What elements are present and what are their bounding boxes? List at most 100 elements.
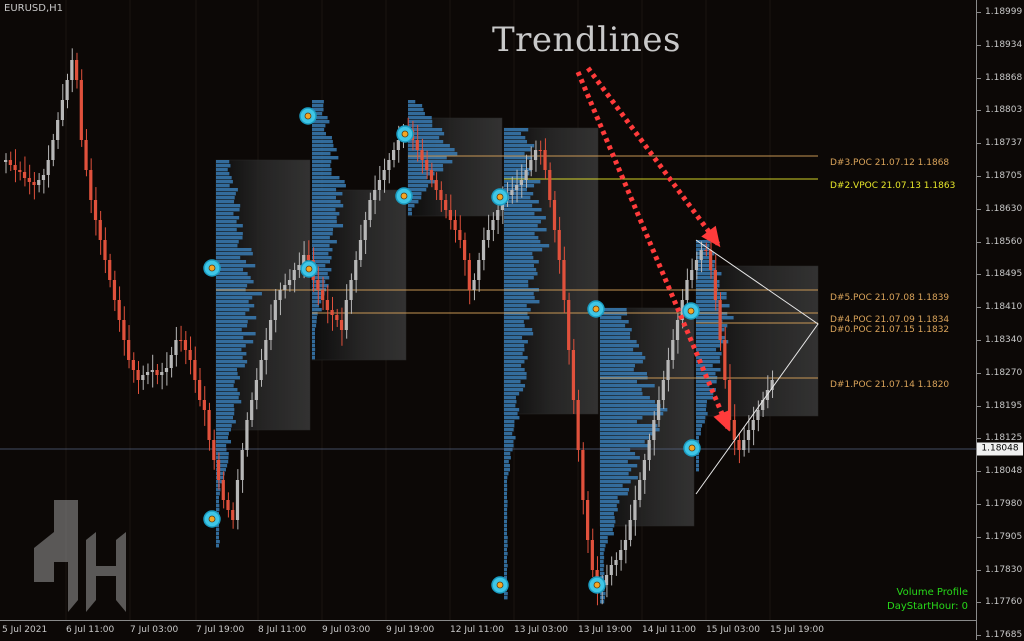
volume-profile-bar xyxy=(600,560,604,564)
volume-profile-bar xyxy=(600,436,651,440)
volume-profile-bar xyxy=(504,336,523,340)
volume-profile-bar xyxy=(504,328,533,332)
volume-profile-bar xyxy=(600,512,614,516)
volume-profile-bar xyxy=(600,488,630,492)
volume-profile-bar xyxy=(504,352,523,356)
volume-profile-bar xyxy=(216,320,248,324)
candle-body xyxy=(543,150,547,170)
volume-profile-bar xyxy=(216,224,243,228)
volume-profile-bar xyxy=(504,320,524,324)
candle-body xyxy=(245,420,249,450)
volume-profile-bar xyxy=(312,164,331,168)
volume-profile-bar xyxy=(696,348,717,352)
volume-profile-bar xyxy=(600,508,618,512)
candle-body xyxy=(27,178,31,182)
indicator-param: DayStartHour: 0 xyxy=(887,601,968,612)
volume-profile-bar xyxy=(216,164,231,168)
volume-profile-bar xyxy=(408,120,433,124)
candle-body xyxy=(737,440,741,450)
volume-profile-bar xyxy=(216,196,235,200)
candle-body xyxy=(193,360,197,380)
volume-profile-bar xyxy=(504,192,534,196)
volume-profile-bar xyxy=(600,400,655,404)
volume-profile-bar xyxy=(504,420,515,424)
volume-profile-bar xyxy=(312,312,318,316)
volume-profile-bar xyxy=(504,444,514,448)
volume-profile-bar xyxy=(312,156,339,160)
candle-body xyxy=(377,180,382,190)
candle-body xyxy=(174,340,178,355)
volume-profile-bar xyxy=(408,172,435,176)
volume-profile-bar xyxy=(216,280,254,284)
volume-profile-bar xyxy=(216,260,247,264)
candle-body xyxy=(268,320,273,340)
volume-profile-bar xyxy=(408,188,427,192)
volume-profile-bar xyxy=(600,492,628,496)
volume-profile-bar xyxy=(312,268,332,272)
volume-profile-bar xyxy=(216,404,234,408)
volume-profile-bar xyxy=(600,428,660,432)
volume-profile-bar xyxy=(312,152,331,156)
volume-profile-bar xyxy=(600,352,643,356)
volume-profile-bar xyxy=(696,260,716,264)
candle-body xyxy=(586,500,590,540)
volume-profile-bar xyxy=(696,336,726,340)
candle-body xyxy=(675,320,680,340)
volume-profile-bar xyxy=(696,456,699,460)
volume-profile-bar xyxy=(504,268,537,272)
price-tick-label: 1.18705 xyxy=(976,171,1023,181)
volume-profile-bar xyxy=(312,316,317,320)
candle-body xyxy=(373,190,377,200)
price-axis[interactable]: 1.18999 1.18934 1.18868 1.18803 1.18737 1.187… xyxy=(976,0,1024,640)
volume-profile-bar xyxy=(504,220,541,224)
volume-profile-bar xyxy=(216,500,219,504)
candle-body xyxy=(141,375,145,380)
volume-profile-bar xyxy=(216,228,237,232)
candle-body xyxy=(444,200,448,210)
volume-profile-bar xyxy=(216,488,221,492)
time-axis[interactable]: 5 Jul 2021 6 Jul 11:00 7 Jul 03:00 7 Jul 19… xyxy=(0,620,976,641)
volume-profile-bar xyxy=(504,364,522,368)
volume-profile-bar xyxy=(504,436,516,440)
volume-profile-bar xyxy=(600,448,631,452)
volume-profile-bar xyxy=(216,504,220,508)
volume-profile-bar xyxy=(216,420,236,424)
volume-profile-bar xyxy=(504,468,510,472)
candle-body xyxy=(84,140,88,170)
candle-body xyxy=(349,280,353,300)
volume-profile-bar xyxy=(408,136,440,140)
candle-body xyxy=(13,165,17,170)
volume-profile-bar xyxy=(696,276,714,280)
volume-profile-bar xyxy=(408,208,412,212)
candle-body xyxy=(524,170,528,180)
volume-profile-bar xyxy=(600,416,643,420)
plot-area[interactable] xyxy=(0,0,976,620)
candle-body xyxy=(283,285,287,290)
candle-body xyxy=(477,260,481,280)
volume-profile-bar xyxy=(504,592,508,596)
time-tick-label: 5 Jul 2021 xyxy=(2,625,48,635)
candle-body xyxy=(316,280,320,290)
volume-profile-bar xyxy=(216,496,219,500)
candle-body xyxy=(41,175,46,180)
candle-body xyxy=(434,180,438,190)
volume-profile-bar xyxy=(312,232,333,236)
candle-body xyxy=(278,290,282,300)
volume-profile-bar xyxy=(600,316,622,320)
volume-profile-bar xyxy=(600,516,615,520)
candle-body xyxy=(188,350,192,360)
volume-profile-bar xyxy=(504,488,508,492)
volume-profile-bar xyxy=(600,528,613,532)
volume-profile-bar xyxy=(600,552,604,556)
volume-profile-bar xyxy=(600,440,645,444)
poc-label: D#0.POC 21.07.15 1.1832 xyxy=(830,325,950,335)
candle-body xyxy=(93,200,98,220)
volume-profile-bar xyxy=(504,284,529,288)
candle-body xyxy=(751,420,755,430)
volume-profile-bar xyxy=(600,536,608,540)
volume-profile-bar xyxy=(504,300,540,304)
volume-profile-bar xyxy=(408,104,423,108)
candle-body xyxy=(4,160,8,162)
volume-profile-bar xyxy=(216,364,245,368)
